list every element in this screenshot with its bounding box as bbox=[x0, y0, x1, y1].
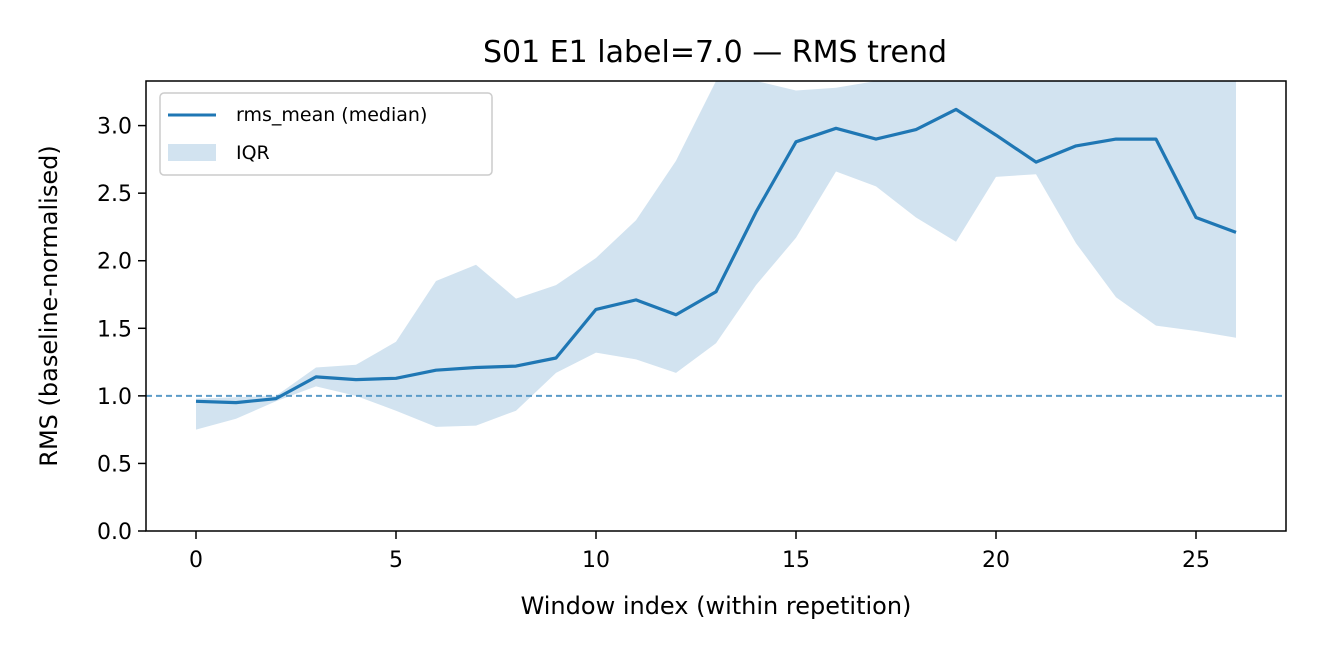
legend-band-swatch bbox=[168, 144, 216, 161]
legend: rms_mean (median) IQR bbox=[159, 92, 493, 176]
y-axis: 0.0 0.5 1.0 1.5 2.0 2.5 3.0 bbox=[97, 115, 146, 545]
y-tick-label: 2.0 bbox=[97, 250, 132, 275]
y-tick-label: 0.5 bbox=[97, 452, 132, 477]
y-tick-label: 2.5 bbox=[97, 182, 132, 207]
y-tick-label: 0.0 bbox=[97, 520, 132, 545]
chart-title: S01 E1 label=7.0 — RMS trend bbox=[483, 35, 947, 70]
x-tick-label: 20 bbox=[982, 548, 1010, 573]
y-tick-label: 1.5 bbox=[97, 317, 132, 342]
median-series-line bbox=[195, 107, 1237, 405]
y-axis-label: RMS (baseline-normalised) bbox=[35, 145, 63, 466]
x-tick-label: 0 bbox=[189, 548, 203, 573]
x-axis: 0 5 10 15 20 25 bbox=[189, 531, 1210, 573]
x-tick-label: 15 bbox=[782, 548, 810, 573]
iqr-band bbox=[196, 81, 1236, 430]
x-tick-label: 25 bbox=[1182, 548, 1210, 573]
x-axis-label: Window index (within repetition) bbox=[521, 592, 912, 620]
x-tick-label: 5 bbox=[389, 548, 403, 573]
legend-box bbox=[159, 92, 493, 176]
iqr-band-layer bbox=[196, 81, 1236, 430]
legend-entry-median: rms_mean (median) bbox=[236, 104, 427, 126]
plot-frame bbox=[145, 80, 1287, 532]
legend-entry-iqr: IQR bbox=[236, 142, 270, 164]
y-tick-label: 1.0 bbox=[97, 385, 132, 410]
x-tick-label: 10 bbox=[582, 548, 610, 573]
median-line-layer bbox=[195, 107, 1237, 405]
y-tick-label: 3.0 bbox=[97, 115, 132, 140]
